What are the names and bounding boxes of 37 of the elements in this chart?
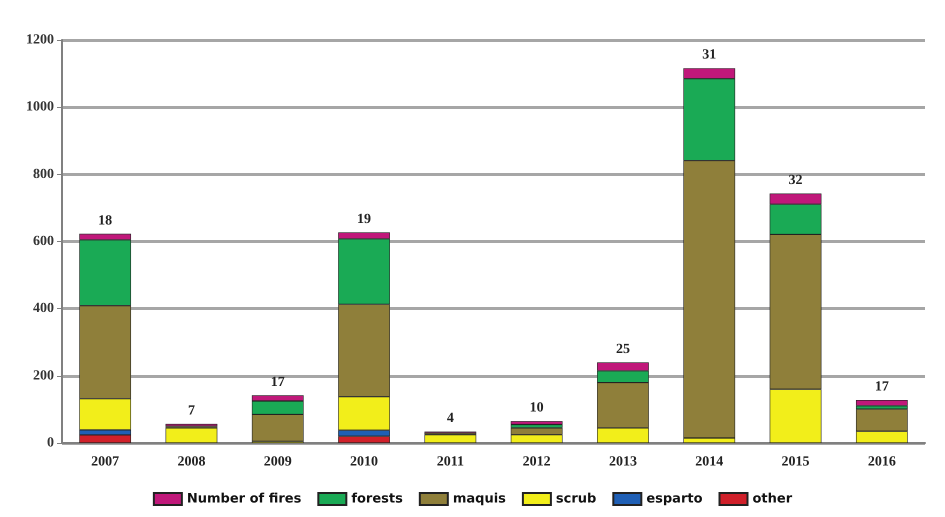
x-tick-label: 2011 — [436, 454, 464, 470]
data-label: 25 — [616, 342, 630, 357]
data-label: 17 — [874, 380, 889, 395]
y-tick-label: 400 — [33, 301, 54, 316]
legend-label: scrub — [556, 492, 596, 506]
x-tick-label: 2015 — [782, 454, 810, 470]
x-tick-label: 2012 — [522, 454, 551, 470]
bar — [166, 428, 218, 443]
y-tick-label: 0 — [47, 436, 54, 450]
legend-label: forests — [351, 492, 404, 506]
legend-label: esparto — [646, 492, 703, 506]
y-tick-label: 1000 — [26, 100, 54, 115]
data-label: 31 — [702, 48, 716, 63]
data-label: 18 — [98, 213, 112, 228]
data-label: 17 — [270, 374, 285, 390]
x-tick-label: 2009 — [264, 454, 292, 470]
data-label: 4 — [446, 411, 454, 426]
x-tick-label: 2016 — [868, 454, 896, 470]
x-tick-label: 2007 — [91, 454, 120, 470]
bar — [856, 400, 908, 406]
y-tick-label: 1200 — [26, 32, 54, 48]
x-tick-label: 2010 — [350, 454, 378, 470]
bar — [510, 421, 563, 425]
y-tick-label: 200 — [33, 368, 54, 384]
x-tick-label: 2014 — [695, 454, 724, 470]
data-label: 7 — [188, 403, 195, 418]
data-label: 32 — [788, 172, 803, 188]
y-tick-label: 600 — [33, 234, 54, 249]
bar — [424, 434, 476, 443]
legend-label: maquis — [452, 492, 506, 506]
y-tick-label: 800 — [33, 166, 54, 182]
data-label: 10 — [530, 400, 544, 416]
data-label: 19 — [357, 212, 372, 227]
legend-label: other — [752, 492, 793, 506]
x-tick-label: 2013 — [608, 454, 637, 470]
legend-label: Number of fires — [186, 492, 302, 506]
x-tick-label: 2008 — [177, 454, 206, 470]
